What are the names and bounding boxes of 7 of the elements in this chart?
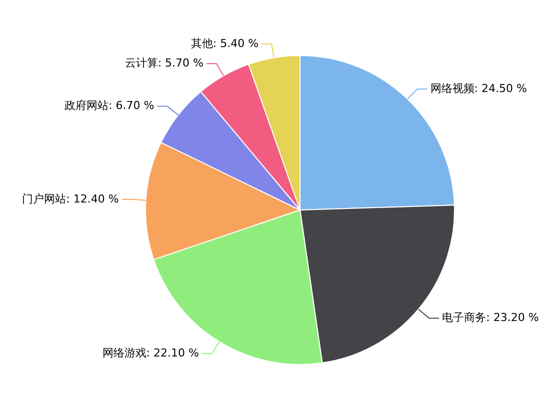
slice-label: 其他: 5.40 % [190, 36, 259, 50]
slice-label: 云计算: 5.70 % [124, 56, 204, 70]
slice-label: 电子商务: 23.20 % [442, 311, 539, 324]
slice-label: 网络视频: 24.50 % [430, 82, 527, 95]
slice-label: 网络游戏: 22.10 % [102, 346, 199, 360]
slice-label: 政府网站: 6.70 % [64, 99, 154, 112]
slice-label: 门户网站: 12.40 % [22, 192, 119, 206]
